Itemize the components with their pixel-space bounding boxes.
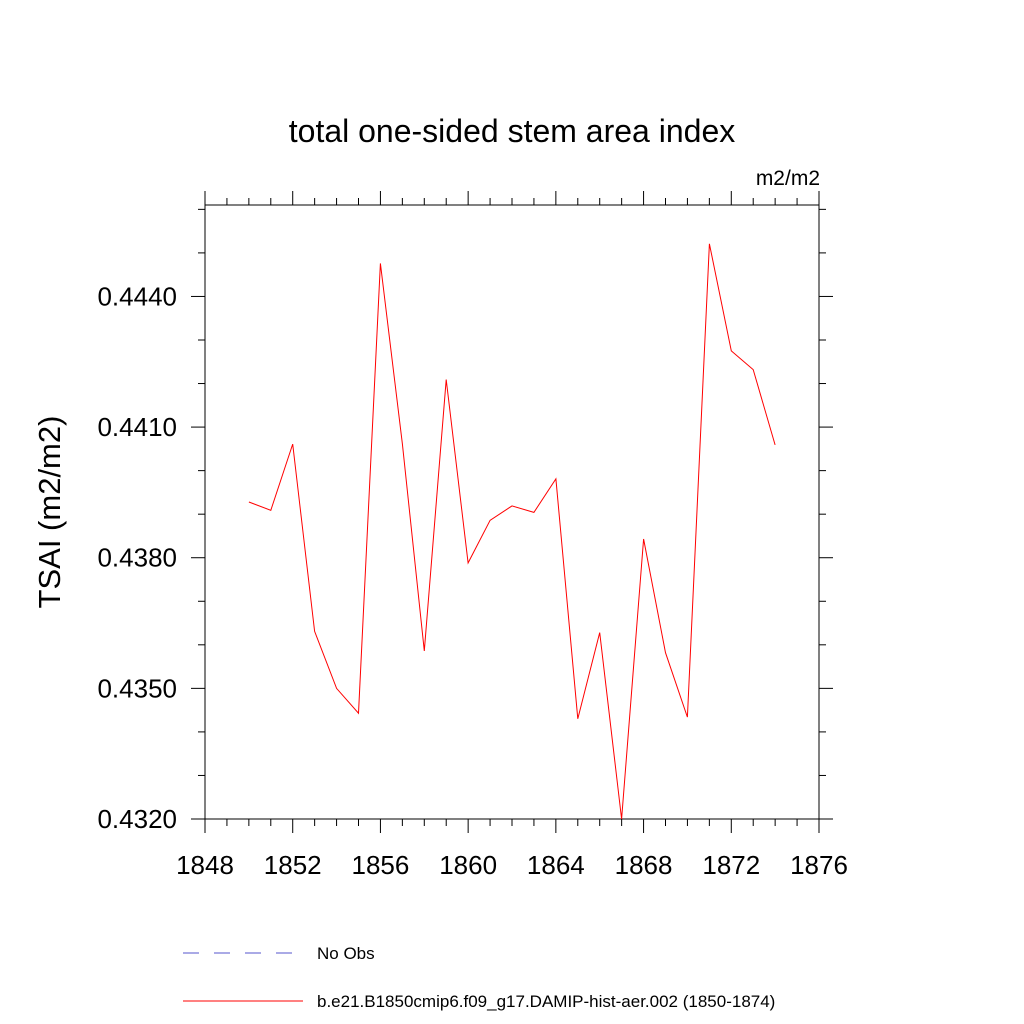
y-tick-label: 0.4380 <box>97 543 177 573</box>
y-axis: 0.4320 0.4350 0.4380 0.4410 0.4440 <box>97 208 833 834</box>
series-layer <box>248 243 776 820</box>
series-line <box>248 243 776 820</box>
y-tick-label: 0.4410 <box>97 412 177 442</box>
units-label: m2/m2 <box>756 167 820 190</box>
y-tick-label: 0.4320 <box>97 804 177 834</box>
x-tick-label: 1872 <box>702 850 760 880</box>
y-tick-label: 0.4350 <box>97 673 177 703</box>
legend-label-model: b.e21.B1850cmip6.f09_g17.DAMIP-hist-aer.… <box>317 992 775 1011</box>
x-tick-label: 1868 <box>615 850 673 880</box>
chart-title: total one-sided stem area index <box>289 113 735 149</box>
x-tick-label: 1852 <box>264 850 322 880</box>
legend: No Obs b.e21.B1850cmip6.f09_g17.DAMIP-hi… <box>183 944 775 1011</box>
x-tick-label: 1860 <box>439 850 497 880</box>
plot-frame <box>204 204 820 820</box>
x-tick-label: 1848 <box>176 850 234 880</box>
y-axis-label: TSAI (m2/m2) <box>32 416 67 609</box>
y-tick-label: 0.4440 <box>97 281 177 311</box>
x-axis: 1848 1852 1856 1860 1864 1868 1872 1876 <box>176 191 848 880</box>
x-tick-label: 1856 <box>352 850 410 880</box>
legend-label-no-obs: No Obs <box>317 944 375 963</box>
x-tick-label: 1876 <box>790 850 848 880</box>
x-tick-label: 1864 <box>527 850 585 880</box>
